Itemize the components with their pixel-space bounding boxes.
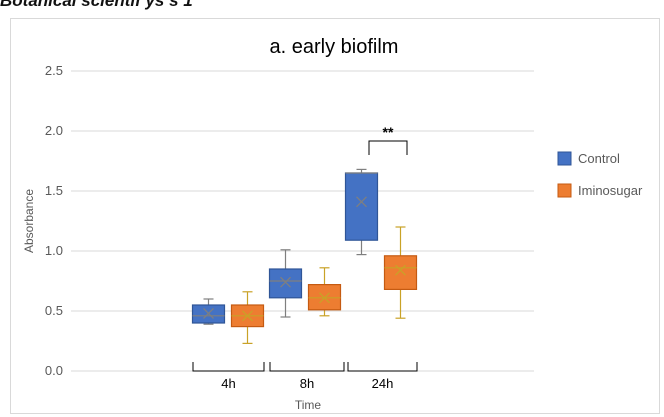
legend-swatch (557, 151, 572, 166)
mean-marker (242, 310, 253, 322)
y-tick-label: 1.0 (45, 243, 63, 258)
box-body (383, 255, 418, 291)
category-bracket (269, 362, 345, 372)
y-tick-label: 2.0 (45, 123, 63, 138)
significance-label: ** (383, 124, 394, 140)
box-control-8h (268, 249, 303, 318)
box-control-4h (191, 298, 226, 325)
box-iminosugar-24h (383, 226, 418, 319)
mean-marker (395, 264, 406, 276)
box-iminosugar-8h (307, 267, 342, 317)
category-bracket (347, 362, 418, 372)
legend-label: Control (578, 151, 620, 166)
x-tick-label: 4h (221, 376, 235, 391)
mean-marker (203, 307, 214, 319)
box-iminosugar-4h (230, 291, 265, 344)
y-axis-title: Absorbance (22, 189, 36, 253)
y-tick-label: 1.5 (45, 183, 63, 198)
mean-marker (356, 196, 367, 208)
box-body (268, 268, 303, 299)
significance-bracket (368, 140, 408, 155)
mean-marker (319, 292, 330, 304)
x-axis-title: Time (295, 398, 322, 412)
caption-text: Botanical scientif ys s 1 (0, 0, 193, 10)
y-tick-label: 0.5 (45, 303, 63, 318)
mean-marker (280, 276, 291, 288)
legend-swatch (557, 183, 572, 198)
y-tick-label: 0.0 (45, 363, 63, 378)
chart-svg: a. early biofilm 0.0 0.5 1.0 1.5 2.0 2.5 4h 8h 24… (22, 36, 643, 412)
chart-title: a. early biofilm (270, 36, 399, 58)
box-control-24h (344, 168, 379, 256)
box-body (344, 172, 379, 241)
category-bracket (192, 362, 265, 372)
x-tick-label: 24h (372, 376, 394, 391)
chart-area: a. early biofilm 0.0 0.5 1.0 1.5 2.0 2.5 4h 8h 24… (10, 18, 660, 414)
x-tick-label: 8h (300, 376, 314, 391)
y-tick-label: 2.5 (45, 63, 63, 78)
legend-label: Iminosugar (578, 183, 643, 198)
